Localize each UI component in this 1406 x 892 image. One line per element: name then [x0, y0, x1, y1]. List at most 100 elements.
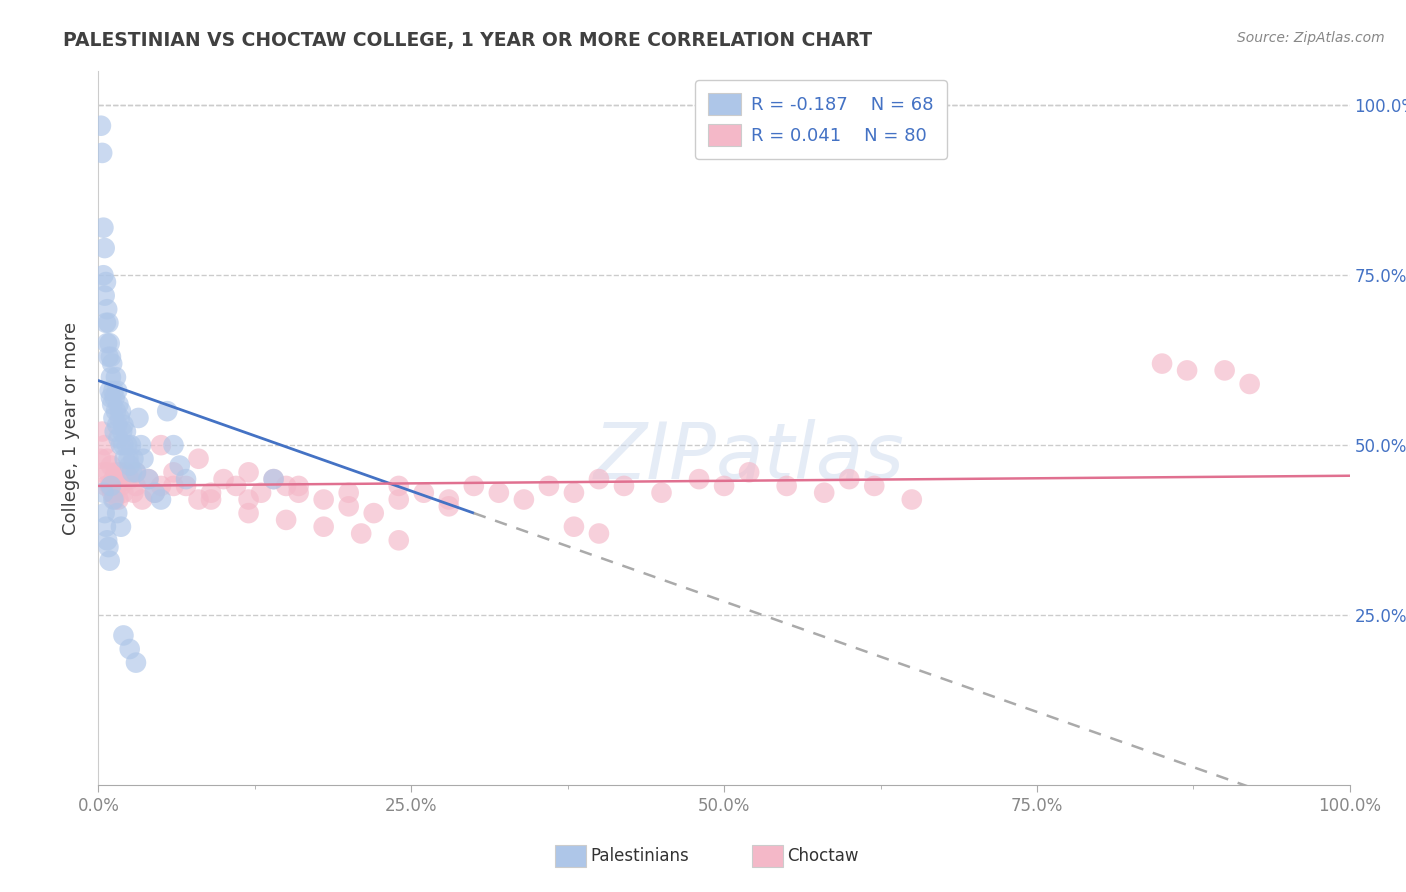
Point [650, 485, 672, 500]
Point [1239, 376, 1261, 391]
Point [200, 485, 222, 500]
Point [463, 479, 485, 493]
Point [111, 425, 134, 439]
Point [132, 451, 155, 466]
Point [108, 411, 131, 425]
Point [100, 350, 122, 364]
Point [97, 316, 120, 330]
Point [225, 479, 247, 493]
Point [388, 533, 411, 548]
Point [96, 451, 118, 466]
Text: PALESTINIAN VS CHOCTAW COLLEGE, 1 YEAR OR MORE CORRELATION CHART: PALESTINIAN VS CHOCTAW COLLEGE, 1 YEAR O… [63, 31, 872, 50]
Point [104, 391, 127, 405]
Point [212, 472, 235, 486]
Point [103, 384, 125, 398]
Point [129, 438, 152, 452]
Point [174, 472, 197, 486]
Point [93, 220, 115, 235]
Point [1150, 357, 1173, 371]
Point [104, 492, 127, 507]
Point [104, 404, 127, 418]
Point [863, 479, 886, 493]
Point [238, 466, 260, 480]
Point [114, 451, 136, 466]
Point [150, 479, 173, 493]
Point [97, 350, 120, 364]
Point [118, 458, 141, 473]
Point [94, 275, 117, 289]
Point [100, 391, 122, 405]
Point [90, 119, 112, 133]
Point [388, 492, 411, 507]
Point [588, 526, 610, 541]
Point [118, 642, 141, 657]
Point [107, 397, 129, 411]
Point [127, 411, 149, 425]
Point [250, 485, 273, 500]
Text: Palestinians: Palestinians [591, 847, 689, 865]
Text: Source: ZipAtlas.com: Source: ZipAtlas.com [1237, 31, 1385, 45]
Point [143, 485, 166, 500]
Point [713, 479, 735, 493]
Point [562, 485, 585, 500]
Point [350, 526, 373, 541]
Point [90, 451, 112, 466]
Point [537, 479, 560, 493]
Point [105, 417, 128, 432]
Point [105, 479, 128, 493]
Point [138, 472, 160, 486]
Point [103, 472, 125, 486]
Point [131, 492, 153, 507]
Point [105, 506, 128, 520]
Point [337, 500, 360, 514]
Point [118, 472, 141, 486]
Point [488, 485, 510, 500]
Point [388, 479, 411, 493]
Point [122, 451, 145, 466]
Point [274, 479, 298, 493]
Point [174, 479, 197, 493]
Point [94, 519, 117, 533]
Point [96, 533, 118, 548]
Point [125, 466, 148, 480]
Point [125, 656, 148, 670]
Point [238, 506, 260, 520]
Point [103, 411, 125, 425]
Point [101, 357, 124, 371]
Point [125, 479, 148, 493]
Point [104, 425, 127, 439]
Point [110, 519, 132, 533]
Point [337, 485, 360, 500]
Point [613, 479, 636, 493]
Point [93, 506, 115, 520]
Point [93, 288, 115, 302]
Point [97, 540, 120, 554]
Point [688, 472, 710, 486]
Point [104, 370, 127, 384]
Point [104, 466, 127, 480]
Point [98, 554, 121, 568]
Point [101, 485, 124, 500]
Point [93, 485, 115, 500]
Point [312, 519, 335, 533]
Point [287, 479, 309, 493]
Point [108, 466, 131, 480]
Point [112, 628, 135, 642]
Point [312, 492, 335, 507]
Y-axis label: College, 1 year or more: College, 1 year or more [62, 322, 80, 534]
Point [187, 451, 209, 466]
Point [200, 492, 222, 507]
Point [437, 500, 460, 514]
Point [96, 302, 118, 317]
Point [93, 466, 115, 480]
Point [112, 417, 135, 432]
Point [813, 485, 835, 500]
Point [100, 370, 122, 384]
Point [98, 479, 121, 493]
Point [162, 479, 184, 493]
Point [101, 397, 124, 411]
Point [437, 492, 460, 507]
Point [363, 506, 385, 520]
Point [98, 336, 121, 351]
Point [287, 485, 309, 500]
